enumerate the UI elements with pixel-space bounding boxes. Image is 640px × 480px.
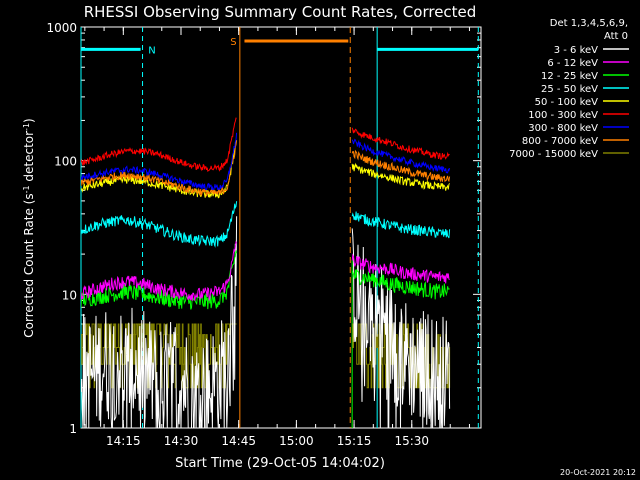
chart-title: RHESSI Observing Summary Count Rates, Co…: [84, 3, 477, 21]
series-line-800-7000keV: [81, 140, 238, 197]
x-axis-label: Start Time (29-Oct-05 14:04:02): [175, 456, 385, 471]
series-line-800-7000keV: [351, 149, 451, 183]
series-line-6-12keV: [351, 253, 450, 284]
legend-header-line2: Att 0: [604, 31, 628, 42]
series-line-6-12keV: [81, 240, 238, 302]
series-line-12-25keV: [81, 250, 238, 310]
series-line-100-300keV: [81, 117, 237, 172]
legend-entry-label: 800 - 7000 keV: [522, 136, 598, 147]
series-line-3-6keV: [351, 228, 451, 428]
saa-marker-label: S: [230, 37, 236, 48]
x-tick-label: 15:30: [394, 434, 429, 448]
series-line-100-300keV: [351, 127, 450, 160]
y-tick-label: 1000: [46, 21, 77, 35]
legend-entry-label: 100 - 300 keV: [528, 110, 598, 121]
legend-header-line1: Det 1,3,4,5,6,9,: [550, 18, 628, 29]
x-tick-label: 15:00: [279, 434, 314, 448]
legend-entry-label: 12 - 25 keV: [541, 71, 598, 82]
generation-timestamp: 20-Oct-2021 20:12: [560, 468, 636, 477]
series-line-3-6keV: [81, 216, 238, 428]
x-tick-label: 14:15: [106, 434, 141, 448]
y-tick-label: 1: [69, 422, 77, 436]
plot-area: 1 10 100 1000 14:15 14:30 14:45 15:00 15:15 15:30…: [46, 21, 482, 448]
series-line-50-100keV: [81, 140, 238, 199]
x-tick-label: 14:30: [164, 434, 199, 448]
legend-entry-label: 6 - 12 keV: [547, 58, 598, 69]
legend-entry-label: 300 - 800 keV: [528, 123, 598, 134]
y-tick-label: 100: [54, 155, 77, 169]
legend-entry-label: 50 - 100 keV: [535, 97, 599, 108]
series-line-300-800keV: [81, 132, 238, 191]
series-line-300-800keV: [351, 138, 451, 174]
legend: Det 1,3,4,5,6,9, Att 0 3 - 6 keV 6 - 12 k…: [509, 18, 629, 160]
legend-entry-label: 7000 - 15000 keV: [509, 149, 598, 160]
legend-entry-label: 3 - 6 keV: [554, 45, 598, 56]
series-line-12-25keV: [351, 269, 450, 300]
series-line-25-50keV: [81, 201, 238, 248]
night-marker-label: N: [148, 45, 155, 56]
legend-entry-label: 25 - 50 keV: [541, 84, 598, 95]
x-tick-label: 14:45: [221, 434, 256, 448]
series-line-50-100keV: [351, 162, 451, 191]
y-tick-label: 10: [62, 288, 77, 302]
y-axis-label: Corrected Count Rate (s-1 detector-1): [22, 118, 36, 337]
x-tick-label: 15:15: [337, 434, 372, 448]
series-line-25-50keV: [351, 211, 451, 239]
